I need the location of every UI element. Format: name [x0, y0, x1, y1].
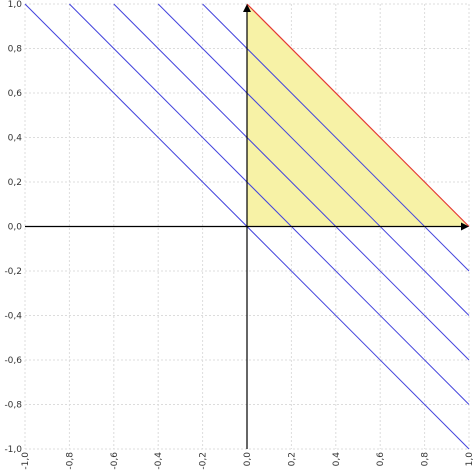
- y-tick-label: 1,0: [8, 0, 23, 10]
- y-tick-label: -0,8: [4, 401, 22, 411]
- level-line: [113, 3, 470, 361]
- x-tick-label: -0,4: [154, 452, 164, 470]
- feasible-region: [246, 3, 470, 227]
- y-tick-label: -0,2: [4, 267, 22, 277]
- y-tick-label: 0,2: [8, 178, 22, 188]
- x-tick-label: -0,6: [110, 452, 120, 470]
- x-axis-arrow: [461, 222, 469, 231]
- x-tick-label: 0,6: [376, 452, 386, 467]
- y-tick-label: 0,0: [8, 223, 23, 233]
- x-tick-label: 0,8: [421, 452, 431, 467]
- level-line: [69, 3, 470, 405]
- x-tick-label: -0,8: [65, 452, 75, 470]
- y-tick-label: -0,6: [4, 356, 22, 366]
- x-tick-label: 0,4: [332, 452, 342, 467]
- x-tick-label: 0,0: [243, 452, 253, 467]
- boundary-line: [246, 3, 470, 227]
- y-axis-arrow: [243, 4, 251, 12]
- tick-labels: 1,0 0,8 0,6 0,4 0,2 0,0 -0,2 -0,4 -0,6 -0,8 -1,0-1…: [4, 0, 474, 470]
- x-tick-label: 1,0: [465, 452, 474, 467]
- y-tick-label: 0,4: [8, 134, 23, 144]
- x-tick-label: 0,2: [287, 452, 297, 466]
- y-tick-label: -0,4: [4, 312, 22, 322]
- y-tick-label: 0,8: [8, 45, 23, 55]
- level-line: [157, 3, 470, 316]
- y-tick-label: -1,0: [4, 445, 22, 455]
- y-tick-label: 0,6: [8, 89, 23, 99]
- x-tick-label: -1,0: [21, 452, 31, 470]
- x-tick-label: -0,2: [199, 452, 209, 470]
- axes: [25, 4, 469, 449]
